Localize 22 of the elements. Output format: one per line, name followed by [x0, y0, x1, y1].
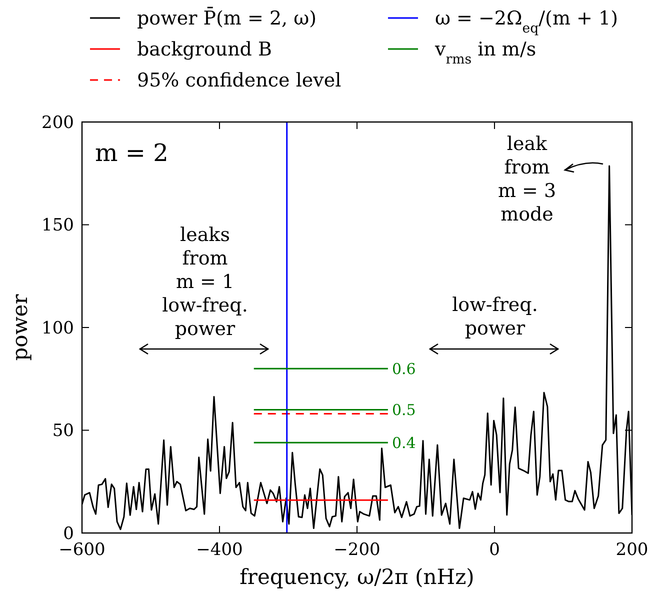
- y-axis-title: power: [8, 293, 32, 361]
- y-tick-label: 50: [52, 421, 74, 442]
- legend-label: 95% confidence level: [137, 70, 342, 92]
- annotation: m = 2: [95, 139, 168, 167]
- x-tick-label: −200: [334, 540, 380, 560]
- legend-label: background B: [137, 38, 272, 61]
- annotation: low-freq. power: [452, 294, 538, 340]
- annotation: 0.5: [392, 400, 416, 419]
- x-axis-title: frequency, ω/2π (nHz): [240, 565, 474, 589]
- legend-label: v$_{rms}$ in m/s: [434, 38, 536, 68]
- x-tick-label: −400: [196, 540, 243, 560]
- annotation: leak from m = 3 mode: [498, 133, 556, 226]
- annotation: 0.4: [392, 434, 416, 452]
- legend-label: power P̄(m = 2, ω): [137, 6, 317, 30]
- y-tick-label: 150: [42, 216, 74, 236]
- legend-label: ω = −2Ω$_{eq}$/(m + 1): [435, 8, 618, 36]
- x-tick-label: 200: [616, 540, 648, 560]
- y-tick-label: 100: [42, 318, 74, 338]
- annotation: leaks from m = 1 low-freq. power: [162, 224, 248, 340]
- annotation: 0.6: [392, 360, 416, 378]
- x-tick-label: 0: [489, 540, 500, 560]
- y-tick-label: 200: [42, 112, 74, 133]
